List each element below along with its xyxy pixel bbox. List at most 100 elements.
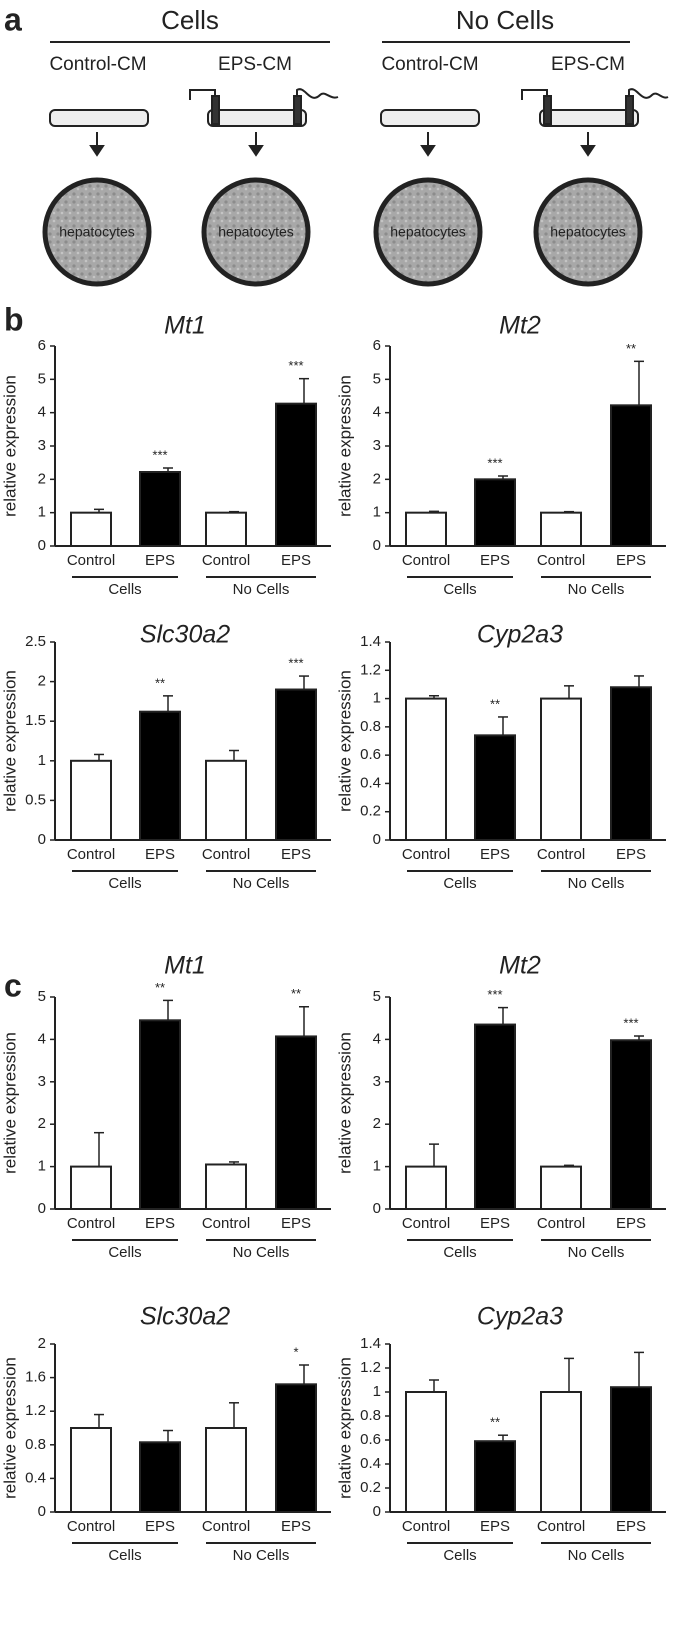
bar: [405, 1165, 447, 1210]
bar: [275, 688, 317, 842]
y-tick-label: 0.4: [360, 1455, 381, 1472]
chart-title: Mt2: [499, 312, 541, 340]
y-tick-label: 1: [373, 1383, 381, 1400]
x-tick-label: EPS: [281, 846, 311, 863]
significance: **: [490, 696, 500, 711]
x-tick-label: Control: [67, 1518, 115, 1535]
y-tick-label: 5: [38, 988, 46, 1005]
chart-title: Slc30a2: [140, 1303, 230, 1331]
y-tick-label: 0.8: [360, 718, 381, 735]
bar: [139, 710, 181, 841]
x-tick-label: EPS: [480, 1518, 510, 1535]
significance: *: [293, 1344, 298, 1359]
group-label: Cells: [443, 1547, 476, 1564]
x-tick-label: Control: [537, 1518, 585, 1535]
x-tick-label: EPS: [480, 1215, 510, 1232]
chart-title: Cyp2a3: [477, 621, 563, 649]
cell-label: hepatocytes: [218, 224, 294, 240]
x-tick-label: EPS: [616, 1215, 646, 1232]
x-tick-label: Control: [67, 1215, 115, 1232]
y-tick-label: 0: [38, 537, 46, 554]
y-tick-label: 1: [38, 752, 46, 769]
y-tick-label: 0.2: [360, 803, 381, 820]
y-tick-label: 1.2: [360, 661, 381, 678]
panel-label: b: [4, 301, 24, 337]
x-tick-label: Control: [537, 552, 585, 569]
y-tick-label: 3: [373, 437, 381, 454]
bar: [474, 1440, 516, 1513]
y-tick-label: 1: [38, 504, 46, 521]
significance: ***: [288, 655, 303, 670]
y-tick-label: 1.2: [360, 1359, 381, 1376]
cell-label: hepatocytes: [59, 224, 135, 240]
bar: [474, 478, 516, 548]
bar: [70, 1427, 112, 1513]
chart-title: Mt1: [164, 952, 206, 980]
y-tick-label: 0.4: [25, 1469, 46, 1486]
y-tick-label: 0.8: [360, 1407, 381, 1424]
x-tick-label: EPS: [616, 1518, 646, 1535]
significance: ***: [487, 987, 502, 1002]
bar: [205, 1163, 247, 1210]
y-tick-label: 6: [373, 337, 381, 354]
cell-label: hepatocytes: [390, 224, 466, 240]
y-tick-label: 3: [38, 437, 46, 454]
group-label: No Cells: [568, 1244, 625, 1261]
x-tick-label: Control: [202, 552, 250, 569]
significance: ***: [152, 447, 167, 462]
y-tick-label: 0: [38, 1503, 46, 1520]
y-tick-label: 0: [38, 831, 46, 848]
y-tick-label: 3: [38, 1073, 46, 1090]
group-label: Cells: [443, 1244, 476, 1261]
bar: [610, 1039, 652, 1211]
condition: EPS-CM: [218, 54, 292, 75]
bar: [610, 686, 652, 841]
y-tick-label: 0: [373, 831, 381, 848]
y-tick-label: 0.5: [25, 791, 46, 808]
x-tick-label: EPS: [281, 552, 311, 569]
y-axis-label: relative expression: [335, 1357, 354, 1499]
bar: [139, 1019, 181, 1210]
chart-title: Mt2: [499, 952, 541, 980]
condition: Control-CM: [49, 54, 146, 75]
bar: [139, 1441, 181, 1514]
bar: [474, 734, 516, 841]
y-tick-label: 0.8: [25, 1436, 46, 1453]
bar: [540, 1391, 582, 1513]
arrows: [89, 132, 596, 157]
x-tick-label: EPS: [145, 1518, 175, 1535]
y-tick-label: 0.4: [360, 774, 381, 791]
y-tick-label: 2: [373, 470, 381, 487]
y-axis-label: relative expression: [335, 375, 354, 517]
y-axis-label: relative expression: [0, 375, 19, 517]
y-tick-label: 2: [38, 673, 46, 690]
group-label: No Cells: [233, 581, 290, 598]
y-axis-label: relative expression: [335, 1032, 354, 1174]
electrodes: [189, 88, 669, 125]
significance: **: [490, 1415, 500, 1430]
group-label: Cells: [108, 875, 141, 892]
x-tick-label: EPS: [616, 552, 646, 569]
group-label: No Cells: [233, 1244, 290, 1261]
y-tick-label: 1.6: [25, 1369, 46, 1386]
x-tick-label: Control: [402, 846, 450, 863]
y-tick-label: 1.2: [25, 1402, 46, 1419]
y-tick-label: 5: [38, 370, 46, 387]
bar: [70, 759, 112, 841]
group-label: Cells: [108, 581, 141, 598]
bar: [540, 511, 582, 548]
x-tick-label: EPS: [145, 1215, 175, 1232]
x-tick-label: EPS: [480, 552, 510, 569]
significance: **: [291, 986, 301, 1001]
significance: **: [155, 980, 165, 995]
group-label: Cells: [108, 1547, 141, 1564]
group-title: No Cells: [456, 5, 554, 35]
dishes: [49, 109, 639, 127]
x-tick-label: Control: [67, 552, 115, 569]
y-tick-label: 2: [38, 1115, 46, 1132]
y-axis-label: relative expression: [0, 1032, 19, 1174]
y-tick-label: 4: [373, 1030, 381, 1047]
y-tick-label: 6: [38, 337, 46, 354]
